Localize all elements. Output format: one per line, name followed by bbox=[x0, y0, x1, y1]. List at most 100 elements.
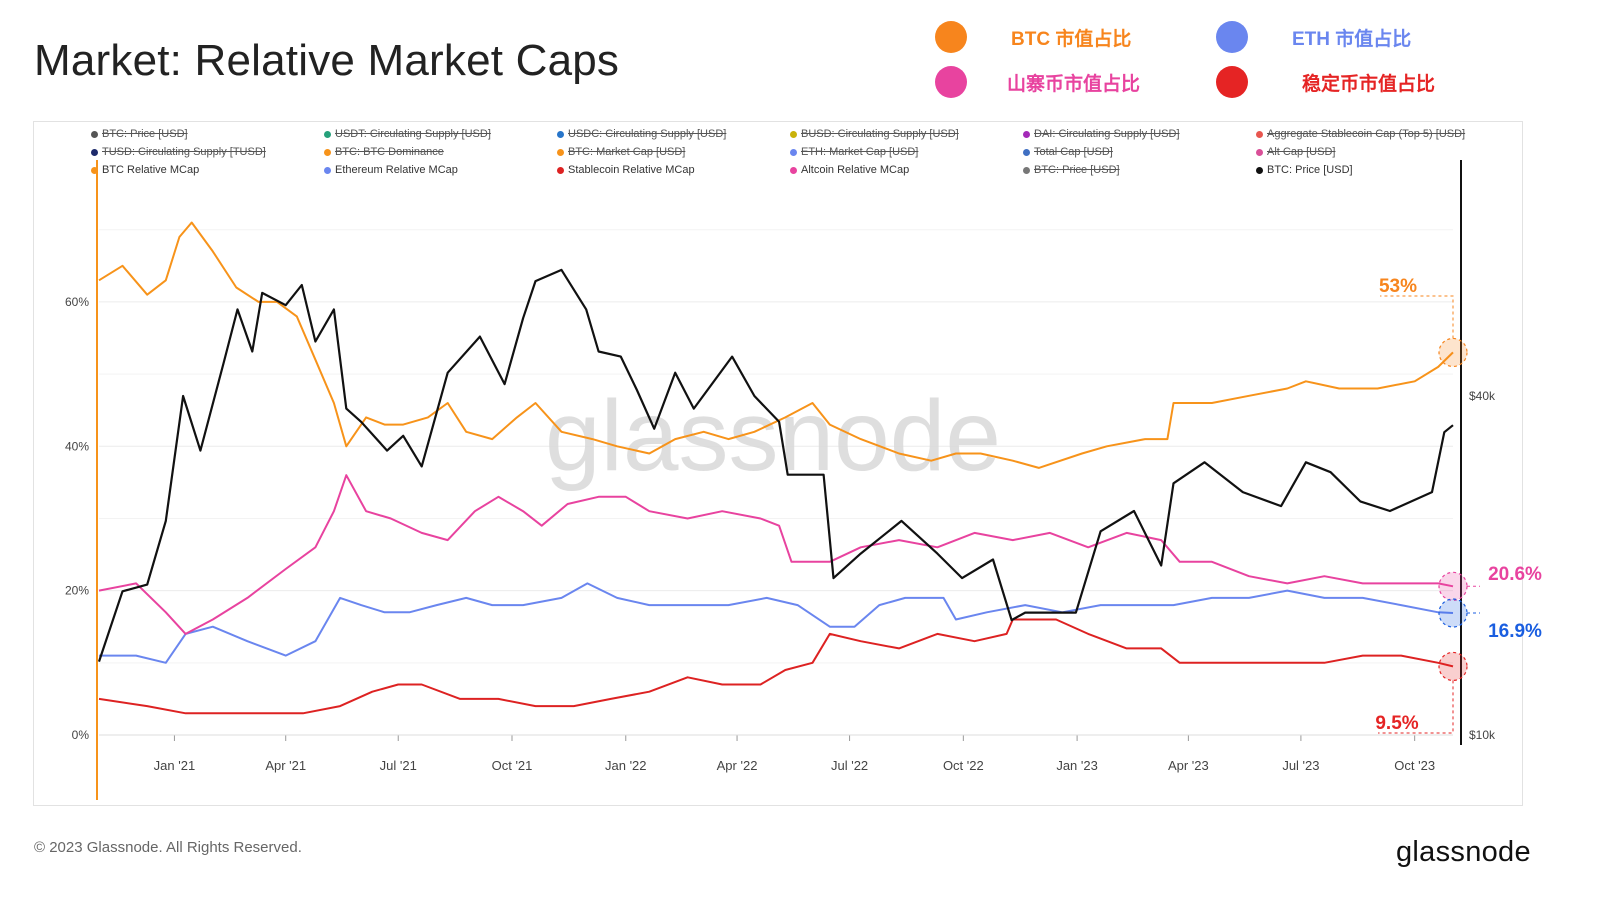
eth-dot-icon bbox=[1216, 21, 1248, 53]
cn-legend-btc-label: BTC 市值占比 bbox=[1011, 28, 1132, 50]
legend-label: Stablecoin Relative MCap bbox=[568, 164, 695, 176]
legend-dot-icon bbox=[324, 166, 331, 174]
x-tick-label: Jul '22 bbox=[831, 758, 868, 773]
legend-dot-icon bbox=[1023, 148, 1030, 156]
end-marker-3 bbox=[1438, 651, 1468, 682]
legend-label: BTC Relative MCap bbox=[102, 164, 200, 176]
leader-line-3 bbox=[1378, 680, 1454, 734]
leader-line-0 bbox=[1380, 295, 1454, 339]
legend-dot-icon bbox=[557, 166, 564, 174]
annotation-label-3: 9.5% bbox=[1375, 713, 1418, 734]
glassnode-logo[interactable]: glassnode bbox=[1396, 836, 1531, 868]
series-line-4 bbox=[97, 268, 1454, 662]
cn-legend-alt: 山寨币市值占比 bbox=[935, 66, 1140, 98]
legend-label: Altcoin Relative MCap bbox=[801, 164, 910, 176]
x-tick-label: Oct '23 bbox=[1394, 758, 1435, 773]
annotation-label-2: 16.9% bbox=[1488, 621, 1542, 642]
x-tick-label: Oct '21 bbox=[492, 758, 533, 773]
legend-dot-icon bbox=[1256, 166, 1263, 174]
legend-label: BUSD: Circulating Supply [USD] bbox=[801, 128, 959, 140]
legend-label: DAI: Circulating Supply [USD] bbox=[1034, 128, 1180, 140]
end-marker-1 bbox=[1438, 571, 1468, 601]
legend-item[interactable]: BTC Relative MCap bbox=[91, 164, 199, 176]
legend-dot-icon bbox=[324, 130, 331, 138]
y2-tick-label: $40k bbox=[1469, 389, 1496, 403]
legend-label: USDC: Circulating Supply [USD] bbox=[568, 128, 727, 140]
legend-item[interactable]: BTC: Price [USD] bbox=[91, 128, 188, 140]
legend-label: Ethereum Relative MCap bbox=[335, 164, 458, 176]
x-tick-label: Oct '22 bbox=[943, 758, 984, 773]
legend-label: Total Cap [USD] bbox=[1034, 146, 1113, 158]
legend-dot-icon bbox=[557, 148, 564, 156]
legend-label: BTC: Market Cap [USD] bbox=[568, 146, 686, 158]
legend-dot-icon bbox=[790, 166, 797, 174]
legend-dot-icon bbox=[790, 148, 797, 156]
chart-frame bbox=[33, 121, 1523, 806]
legend-label: TUSD: Circulating Supply [TUSD] bbox=[102, 146, 266, 158]
x-tick-label: Apr '22 bbox=[717, 758, 758, 773]
legend-item[interactable]: DAI: Circulating Supply [USD] bbox=[1023, 128, 1180, 140]
x-tick-label: Apr '23 bbox=[1168, 758, 1209, 773]
x-tick-label: Jan '23 bbox=[1056, 758, 1098, 773]
watermark: glassnode bbox=[545, 380, 1001, 492]
legend-dot-icon bbox=[91, 166, 98, 174]
legend-label: BTC: BTC Dominance bbox=[335, 146, 444, 158]
y-tick-label: 0% bbox=[72, 728, 90, 742]
legend-dot-icon bbox=[1256, 130, 1263, 138]
legend-item[interactable]: Altcoin Relative MCap bbox=[790, 164, 909, 176]
legend-item[interactable]: BUSD: Circulating Supply [USD] bbox=[790, 128, 959, 140]
annotation-label-0: 53% bbox=[1379, 276, 1417, 297]
end-marker-0 bbox=[1438, 337, 1468, 368]
legend-item[interactable]: Alt Cap [USD] bbox=[1256, 146, 1335, 158]
y-tick-label: 20% bbox=[65, 584, 89, 598]
legend-dot-icon bbox=[324, 148, 331, 156]
x-tick-label: Apr '21 bbox=[265, 758, 306, 773]
legend-dot-icon bbox=[91, 148, 98, 156]
legend-item[interactable]: TUSD: Circulating Supply [TUSD] bbox=[91, 146, 266, 158]
y2-tick-label: $10k bbox=[1469, 728, 1496, 742]
legend-label: Alt Cap [USD] bbox=[1267, 146, 1336, 158]
page-title: Market: Relative Market Caps bbox=[34, 36, 620, 85]
annotations: 53% 20.6% 16.9% 9.5% bbox=[1375, 276, 1542, 734]
legend-label: BTC: Price [USD] bbox=[1034, 164, 1120, 176]
cn-legend-eth: ETH 市值占比 bbox=[1216, 21, 1411, 53]
cn-legend-btc: BTC 市值占比 bbox=[935, 21, 1131, 53]
btc-dot-icon bbox=[935, 21, 967, 53]
legend-dot-icon bbox=[790, 130, 797, 138]
legend-item[interactable]: BTC: Price [USD] bbox=[1023, 164, 1120, 176]
legend-item[interactable]: USDC: Circulating Supply [USD] bbox=[557, 128, 726, 140]
copyright: © 2023 Glassnode. All Rights Reserved. bbox=[34, 839, 302, 856]
legend-item[interactable]: Aggregate Stablecoin Cap (Top 5) [USD] bbox=[1256, 128, 1465, 140]
legend-dot-icon bbox=[1256, 148, 1263, 156]
legend-label: BTC: Price [USD] bbox=[1267, 164, 1353, 176]
legend-label: BTC: Price [USD] bbox=[102, 128, 188, 140]
x-tick-label: Jan '21 bbox=[154, 758, 196, 773]
cn-legend-stable-label: 稳定币市值占比 bbox=[1302, 73, 1436, 95]
series-line-2 bbox=[98, 618, 1454, 715]
x-tick-label: Jan '22 bbox=[605, 758, 647, 773]
x-tick-label: Jul '23 bbox=[1282, 758, 1319, 773]
legend-item[interactable]: Ethereum Relative MCap bbox=[324, 164, 458, 176]
legend-label: ETH: Market Cap [USD] bbox=[801, 146, 919, 158]
legend-label: USDT: Circulating Supply [USD] bbox=[335, 128, 491, 140]
legend-item[interactable]: BTC: Market Cap [USD] bbox=[557, 146, 685, 158]
x-tick-label: Jul '21 bbox=[380, 758, 417, 773]
annotation-label-1: 20.6% bbox=[1488, 564, 1542, 585]
legend-item[interactable]: Stablecoin Relative MCap bbox=[557, 164, 695, 176]
legend-item[interactable]: Total Cap [USD] bbox=[1023, 146, 1113, 158]
legend-item[interactable]: ETH: Market Cap [USD] bbox=[790, 146, 918, 158]
legend-item[interactable]: BTC: BTC Dominance bbox=[324, 146, 444, 158]
legend-item[interactable]: BTC: Price [USD] bbox=[1256, 164, 1353, 176]
legend-dot-icon bbox=[1023, 166, 1030, 174]
cn-legend-alt-label: 山寨币市值占比 bbox=[1007, 73, 1141, 95]
alt-dot-icon bbox=[935, 66, 967, 98]
legend-label: Aggregate Stablecoin Cap (Top 5) [USD] bbox=[1267, 128, 1466, 140]
series-line-3 bbox=[98, 474, 1454, 635]
legend-dot-icon bbox=[557, 130, 564, 138]
stable-dot-icon bbox=[1216, 66, 1248, 98]
legend-dot-icon bbox=[91, 130, 98, 138]
legend-item[interactable]: USDT: Circulating Supply [USD] bbox=[324, 128, 491, 140]
legend-dot-icon bbox=[1023, 130, 1030, 138]
cn-legend-stable: 稳定币市值占比 bbox=[1216, 66, 1435, 98]
